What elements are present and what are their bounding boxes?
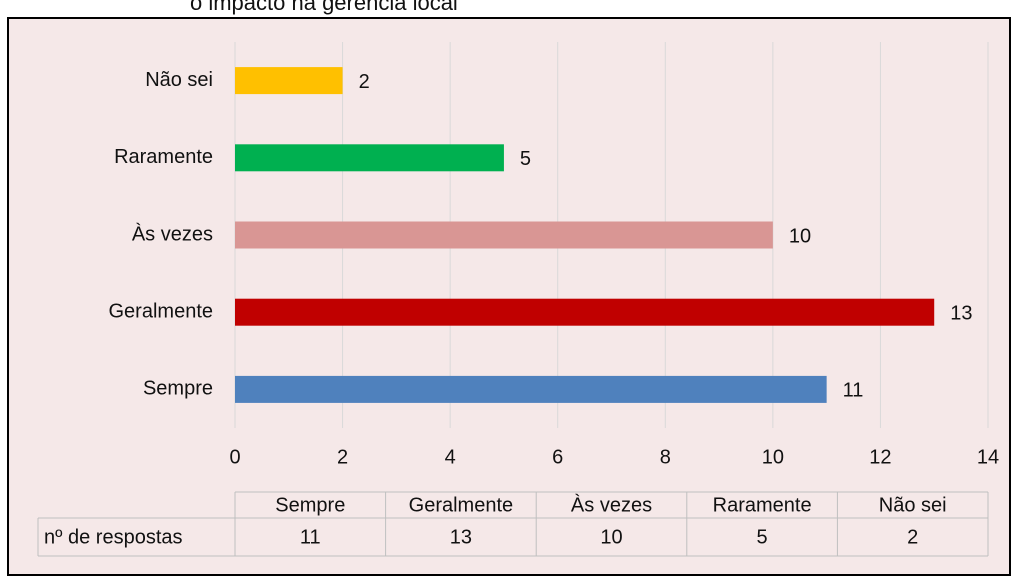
- x-tick-label: 6: [552, 446, 563, 468]
- x-tick-label: 12: [869, 446, 891, 468]
- bar: [235, 221, 773, 249]
- table-value: 11: [300, 526, 321, 548]
- table-value: 5: [757, 526, 768, 548]
- table-row-label: nº de respostas: [44, 526, 183, 548]
- table-value: 10: [600, 526, 622, 548]
- title-band: [0, 0, 1018, 17]
- data-label: 5: [520, 148, 531, 170]
- x-tick-label: 4: [445, 446, 456, 468]
- chart-title: o impacto na gerência local: [190, 0, 458, 15]
- y-tick-label: Não sei: [145, 69, 213, 91]
- data-label: 13: [950, 302, 972, 324]
- table-value: 2: [907, 526, 918, 548]
- table-header: Geralmente: [409, 494, 514, 516]
- y-tick-label: Raramente: [114, 146, 213, 168]
- y-tick-label: Geralmente: [109, 300, 214, 322]
- chart-area: [7, 17, 1011, 576]
- data-label: 11: [843, 380, 864, 402]
- x-tick-label: 14: [977, 446, 999, 468]
- data-label: 10: [789, 225, 811, 247]
- x-tick-label: 0: [229, 446, 240, 468]
- y-tick-label: Às vezes: [132, 222, 213, 245]
- x-tick-label: 2: [337, 446, 348, 468]
- data-label: 2: [359, 71, 370, 93]
- y-tick-label: Sempre: [143, 378, 213, 400]
- table-header: Não sei: [879, 494, 947, 516]
- table-value: 13: [450, 526, 472, 548]
- bar: [235, 144, 504, 172]
- bar: [235, 375, 827, 403]
- x-tick-label: 8: [660, 446, 671, 468]
- table-header: Às vezes: [571, 493, 652, 516]
- table-header: Raramente: [713, 494, 812, 516]
- bar: [235, 67, 343, 95]
- table-header: Sempre: [275, 494, 345, 516]
- x-tick-label: 10: [762, 446, 784, 468]
- bar: [235, 298, 935, 326]
